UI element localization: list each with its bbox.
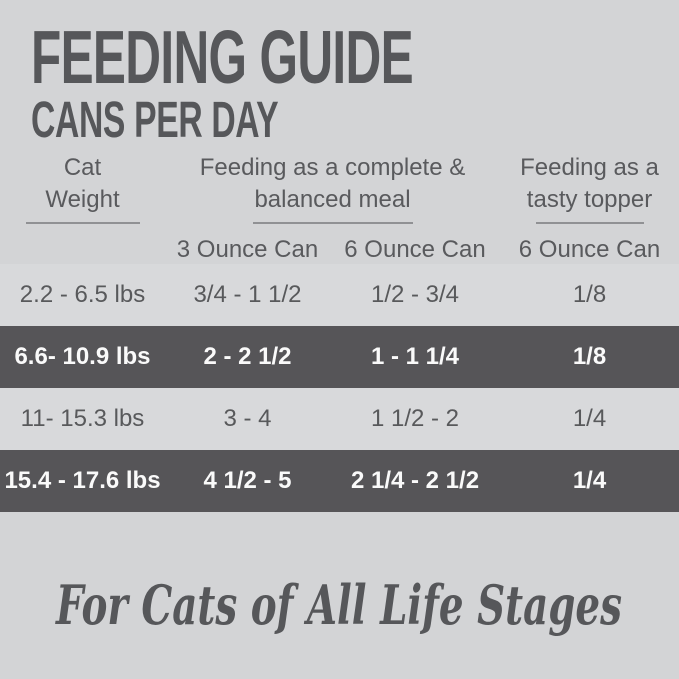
footer-tagline-text: For Cats of All Life Stages xyxy=(55,573,622,637)
table-row: 11- 15.3 lbs 3 - 4 1 1/2 - 2 1/4 xyxy=(0,388,679,450)
cell-6oz-topper: 1/4 xyxy=(572,467,607,494)
cell-6oz-meal: 2 1/4 - 2 1/2 xyxy=(350,467,480,494)
header-tasty-topper: Feeding as a tasty topper xyxy=(500,152,679,224)
header-underline xyxy=(25,222,140,224)
table-subheader-row: 3 Ounce Can 6 Ounce Can 6 Ounce Can xyxy=(0,236,679,264)
cell-3oz-meal: 2 - 2 1/2 xyxy=(203,343,292,370)
header-line: Cat xyxy=(63,154,102,181)
cell-6oz-meal: 1 1/2 - 2 xyxy=(370,405,460,432)
cell-6oz-topper: 1/8 xyxy=(572,343,607,370)
subheader-empty xyxy=(0,236,165,264)
header-underline xyxy=(535,222,644,224)
page-title: FEEDING GUIDE xyxy=(31,15,414,99)
table-header-row: Cat Weight Feeding as a complete & balan… xyxy=(0,152,679,224)
cell-cat-weight: 6.6- 10.9 lbs xyxy=(14,343,151,370)
cell-3oz-meal: 4 1/2 - 5 xyxy=(203,467,292,494)
cell-3oz-meal: 3/4 - 1 1/2 xyxy=(193,281,302,308)
table-body: 2.2 - 6.5 lbs 3/4 - 1 1/2 1/2 - 3/4 1/8 … xyxy=(0,264,679,512)
table-row: 15.4 - 17.6 lbs 4 1/2 - 5 2 1/4 - 2 1/2 … xyxy=(0,450,679,512)
header-complete-meal: Feeding as a complete & balanced meal xyxy=(165,152,500,224)
subheader-6oz-can-meal: 6 Ounce Can xyxy=(344,236,486,263)
cell-cat-weight: 2.2 - 6.5 lbs xyxy=(19,281,146,308)
cell-6oz-topper: 1/4 xyxy=(572,405,607,432)
cell-cat-weight: 15.4 - 17.6 lbs xyxy=(4,467,161,494)
header-underline xyxy=(252,222,413,224)
cell-6oz-meal: 1 - 1 1/4 xyxy=(370,343,460,370)
header-line: tasty topper xyxy=(526,186,653,213)
footer-tagline: For Cats of All Life Stages xyxy=(55,573,622,637)
cell-6oz-topper: 1/8 xyxy=(572,281,607,308)
table-row: 6.6- 10.9 lbs 2 - 2 1/2 1 - 1 1/4 1/8 xyxy=(0,326,679,388)
header-line: Weight xyxy=(45,186,120,213)
cell-cat-weight: 11- 15.3 lbs xyxy=(20,405,145,432)
cell-3oz-meal: 3 - 4 xyxy=(223,405,272,432)
header-line: balanced meal xyxy=(254,186,411,213)
header-cat-weight: Cat Weight xyxy=(0,152,165,224)
page-subtitle: CANS PER DAY xyxy=(31,91,279,148)
table-row: 2.2 - 6.5 lbs 3/4 - 1 1/2 1/2 - 3/4 1/8 xyxy=(0,264,679,326)
header-line: Feeding as a xyxy=(520,154,659,181)
header-line: Feeding as a complete & xyxy=(199,154,466,181)
cell-6oz-meal: 1/2 - 3/4 xyxy=(370,281,460,308)
subheader-3oz-can: 3 Ounce Can xyxy=(176,236,319,263)
subheader-6oz-can-topper: 6 Ounce Can xyxy=(518,236,661,263)
